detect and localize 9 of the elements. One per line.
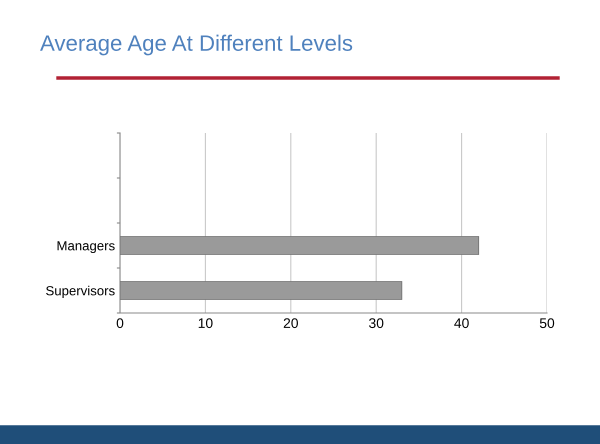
y-tick-label: Supervisors: [46, 286, 115, 298]
x-tick-label: 0: [116, 318, 124, 328]
chart-title: Average Age At Different Levels: [40, 34, 352, 56]
x-tick-label: 20: [284, 318, 298, 328]
x-tick-label: 10: [198, 318, 213, 328]
x-tick-label: 30: [369, 318, 384, 328]
x-tick-label: 50: [540, 318, 554, 328]
y-tick-label: Managers: [58, 241, 115, 254]
x-tick-label: 40: [454, 318, 469, 328]
